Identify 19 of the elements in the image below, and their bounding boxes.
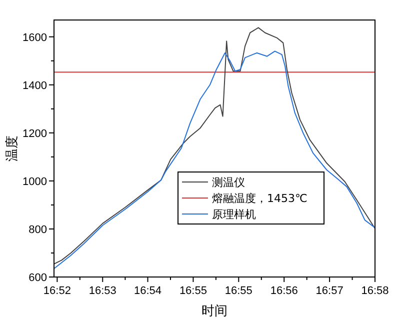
x-tick-label: 16:52: [43, 285, 71, 297]
x-tick-label: 16:56: [270, 285, 298, 297]
x-tick-label: 16:57: [316, 285, 344, 297]
legend-label: 熔融温度，1453℃: [212, 192, 308, 205]
legend-label: 原理样机: [212, 208, 256, 221]
y-tick-label: 1600: [22, 32, 47, 44]
x-tick-label: 16:53: [88, 285, 116, 297]
legend-label: 测温仪: [212, 176, 245, 189]
x-tick-label: 16:54: [134, 285, 162, 297]
x-tick-label: 16:55: [179, 285, 207, 297]
y-tick-label: 600: [28, 272, 47, 284]
y-tick-label: 1000: [22, 176, 47, 188]
y-tick-label: 1200: [22, 128, 47, 140]
x-axis-title: 时间: [202, 304, 228, 319]
x-tick-label: 16:55: [224, 285, 252, 297]
y-axis-title: 温度: [4, 136, 20, 162]
y-tick-label: 1400: [22, 80, 47, 92]
y-tick-label: 800: [28, 224, 47, 236]
x-tick-label: 16:58: [361, 285, 389, 297]
